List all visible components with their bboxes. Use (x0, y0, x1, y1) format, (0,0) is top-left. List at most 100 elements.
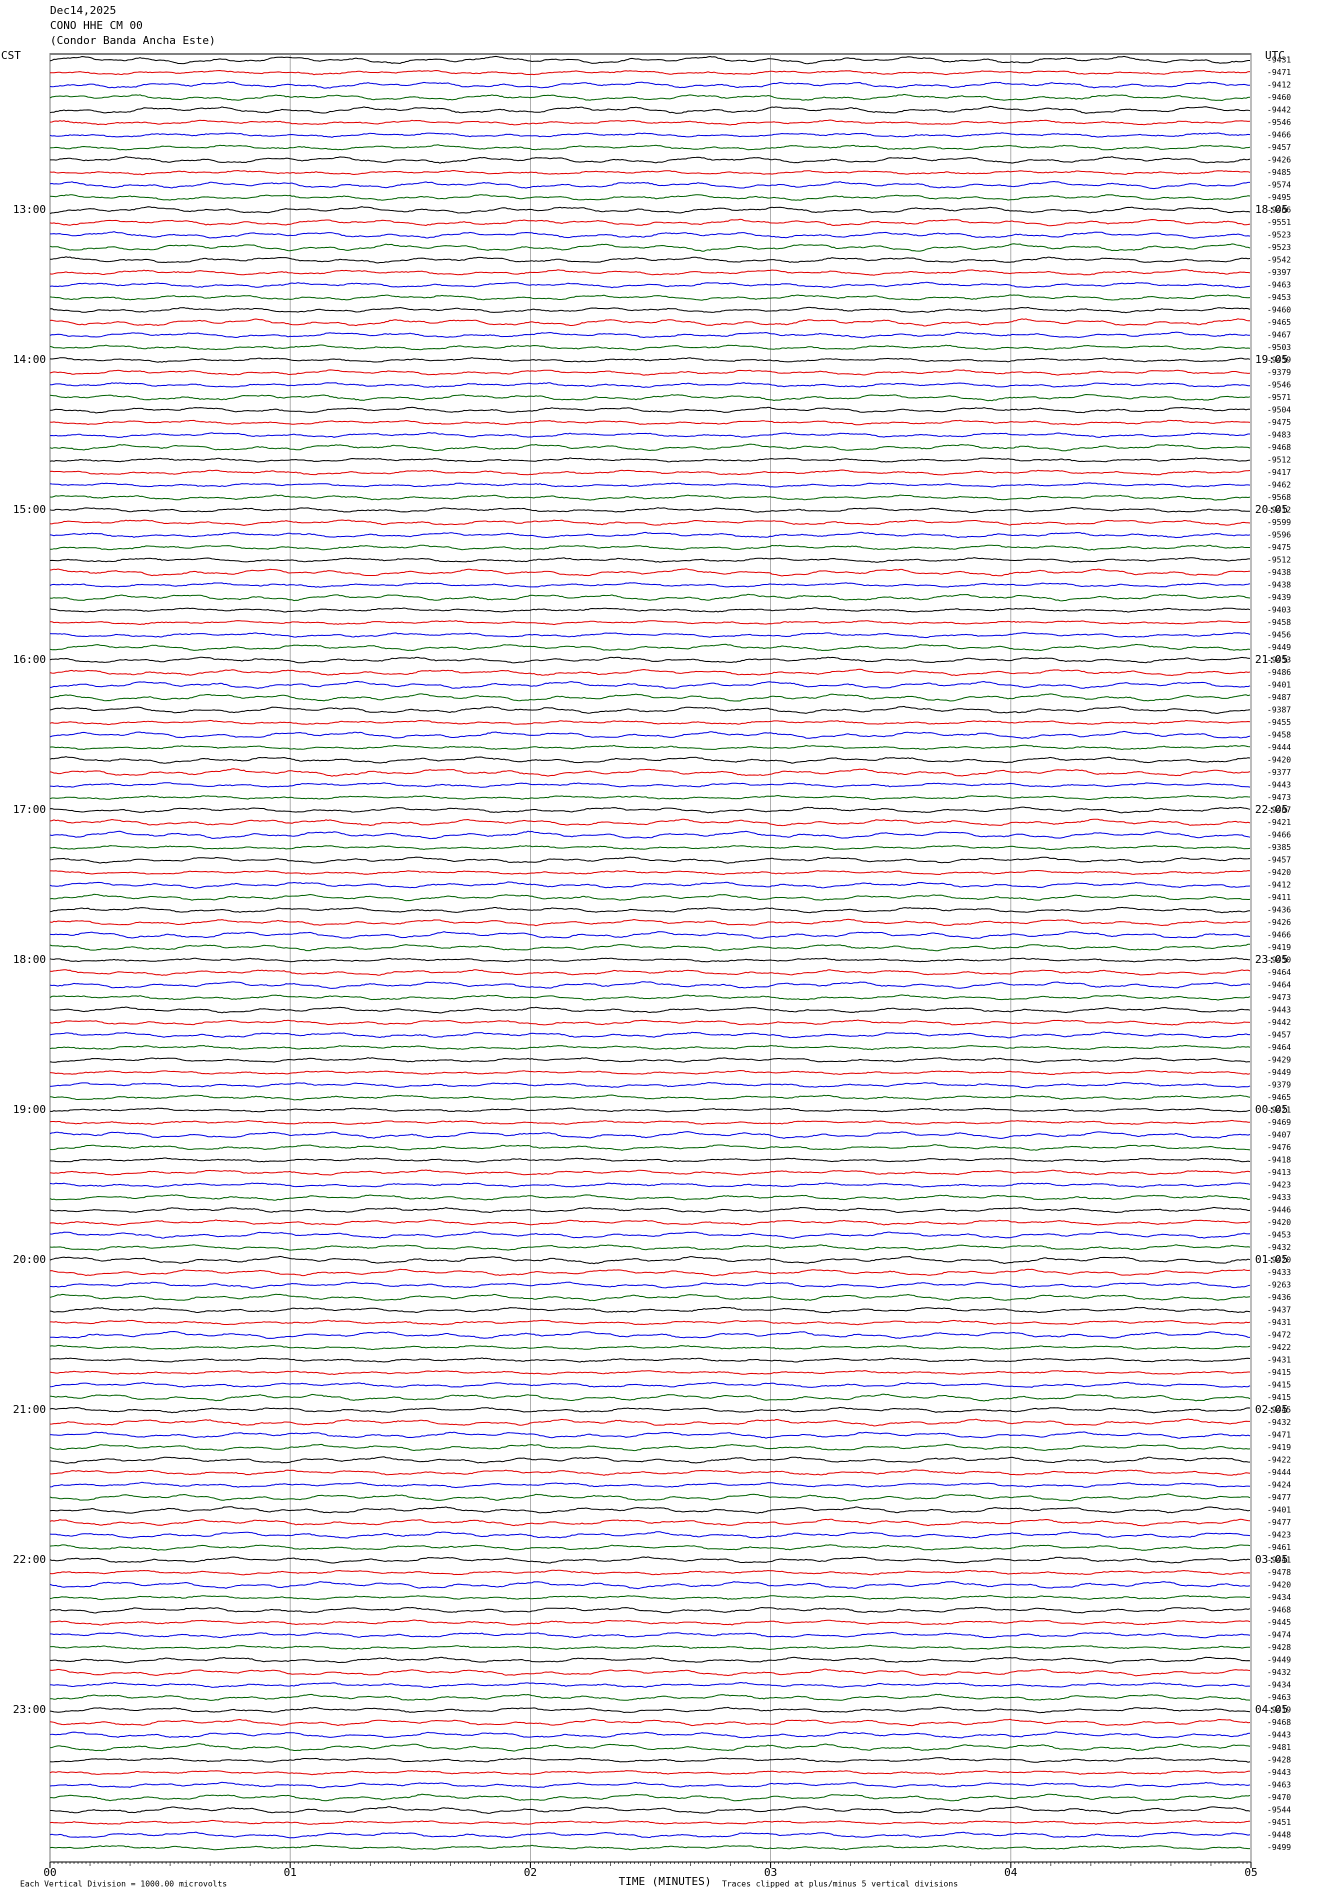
right-hour-label: 20:05 (1255, 503, 1288, 516)
left-hour-label: 15:00 (13, 503, 46, 516)
right-hour-label: 23:05 (1255, 953, 1288, 966)
trace (49, 1481, 1251, 1489)
trace (49, 1431, 1251, 1439)
trace (49, 1757, 1251, 1763)
trace (49, 768, 1251, 777)
trace (49, 1406, 1251, 1414)
trace-label: -9483 (1267, 431, 1291, 440)
trace (49, 1644, 1251, 1651)
trace-label: -9546 (1267, 381, 1291, 390)
trace-label: -9468 (1267, 1606, 1291, 1615)
trace (49, 981, 1251, 989)
trace (49, 194, 1251, 201)
trace (49, 1370, 1250, 1376)
trace (49, 1531, 1251, 1539)
trace (49, 443, 1251, 452)
trace (49, 243, 1251, 252)
trace-label: -9472 (1267, 1331, 1291, 1340)
trace (49, 1268, 1251, 1277)
trace (49, 406, 1251, 414)
trace-label: -9464 (1267, 1043, 1291, 1052)
trace (49, 943, 1251, 952)
trace (49, 806, 1251, 814)
trace-label: -9475 (1267, 543, 1291, 552)
right-hour-label: 04:05 (1255, 1703, 1288, 1716)
trace-label: -9523 (1267, 231, 1291, 240)
trace-label: -9422 (1267, 1456, 1291, 1465)
trace (49, 1081, 1251, 1089)
trace (49, 656, 1251, 664)
trace-label: -9419 (1267, 1443, 1291, 1452)
trace-label: -9432 (1267, 1668, 1291, 1677)
trace-label: -9458 (1267, 618, 1291, 627)
trace (50, 1793, 1251, 1802)
trace-label: -9465 (1267, 1093, 1291, 1102)
trace-label: -9474 (1267, 1631, 1291, 1640)
trace-label: -9471 (1267, 1431, 1291, 1440)
trace (49, 893, 1251, 902)
trace-label: -9401 (1267, 681, 1291, 690)
trace-label: -9420 (1267, 1256, 1291, 1265)
trace-label: -9432 (1267, 1243, 1291, 1252)
trace-label: -9412 (1267, 506, 1291, 515)
trace-label: -9460 (1267, 93, 1291, 102)
trace-label: -9449 (1267, 1068, 1291, 1077)
right-hour-label: 22:05 (1255, 803, 1288, 816)
trace (49, 369, 1251, 376)
trace (49, 1182, 1251, 1188)
trace-label: -9459 (1267, 356, 1291, 365)
trace-label: -9471 (1267, 68, 1291, 77)
trace-label: -9421 (1267, 818, 1291, 827)
trace (49, 1194, 1251, 1201)
trace-label: -9428 (1267, 1643, 1291, 1652)
trace (49, 582, 1251, 588)
trace-label: -9403 (1267, 606, 1291, 615)
trace (49, 1306, 1251, 1314)
trace (49, 668, 1251, 677)
trace-label: -9422 (1267, 1343, 1291, 1352)
x-tick-label: 00 (43, 1866, 56, 1879)
trace-label: -9443 (1267, 1731, 1291, 1740)
trace (49, 382, 1250, 388)
trace-label: -9460 (1267, 306, 1291, 315)
trace-label: -9387 (1267, 706, 1291, 715)
trace-label: -9446 (1267, 1206, 1291, 1215)
trace (49, 281, 1251, 289)
trace (50, 1006, 1251, 1014)
left-hour-label: 20:00 (13, 1253, 46, 1266)
trace (49, 1330, 1251, 1339)
header-line: Dec14,2025 (50, 4, 116, 17)
trace-label: -9456 (1267, 631, 1291, 640)
trace (49, 1019, 1251, 1026)
trace-label: -9445 (1267, 1618, 1291, 1627)
x-tick-label: 05 (1244, 1866, 1257, 1879)
trace (49, 1718, 1251, 1727)
trace (49, 1131, 1251, 1139)
trace-label: -9465 (1267, 318, 1291, 327)
left-hour-label: 21:00 (13, 1403, 46, 1416)
trace-label: -9407 (1267, 1131, 1291, 1140)
right-timezone: UTC (1265, 49, 1285, 62)
trace-label: -9385 (1267, 843, 1291, 852)
trace (49, 1255, 1251, 1265)
trace-label: -9434 (1267, 1681, 1291, 1690)
trace-label: -9429 (1267, 1056, 1291, 1065)
trace-label: -9442 (1267, 1018, 1291, 1027)
trace (49, 1443, 1251, 1452)
trace (49, 906, 1251, 914)
trace-label: -9377 (1267, 768, 1291, 777)
trace-label: -9420 (1267, 756, 1291, 765)
x-tick-label: 04 (1004, 1866, 1018, 1879)
trace (49, 1581, 1251, 1590)
trace (49, 818, 1251, 827)
left-hour-label: 16:00 (13, 653, 46, 666)
trace-label: -9499 (1267, 1843, 1291, 1852)
trace (49, 1844, 1250, 1851)
trace (49, 1731, 1251, 1739)
trace-label: -9423 (1267, 1181, 1291, 1190)
trace-label: -9424 (1267, 1481, 1291, 1490)
trace (49, 730, 1251, 739)
trace (49, 1595, 1251, 1601)
trace (50, 1319, 1251, 1326)
trace (49, 1631, 1251, 1639)
